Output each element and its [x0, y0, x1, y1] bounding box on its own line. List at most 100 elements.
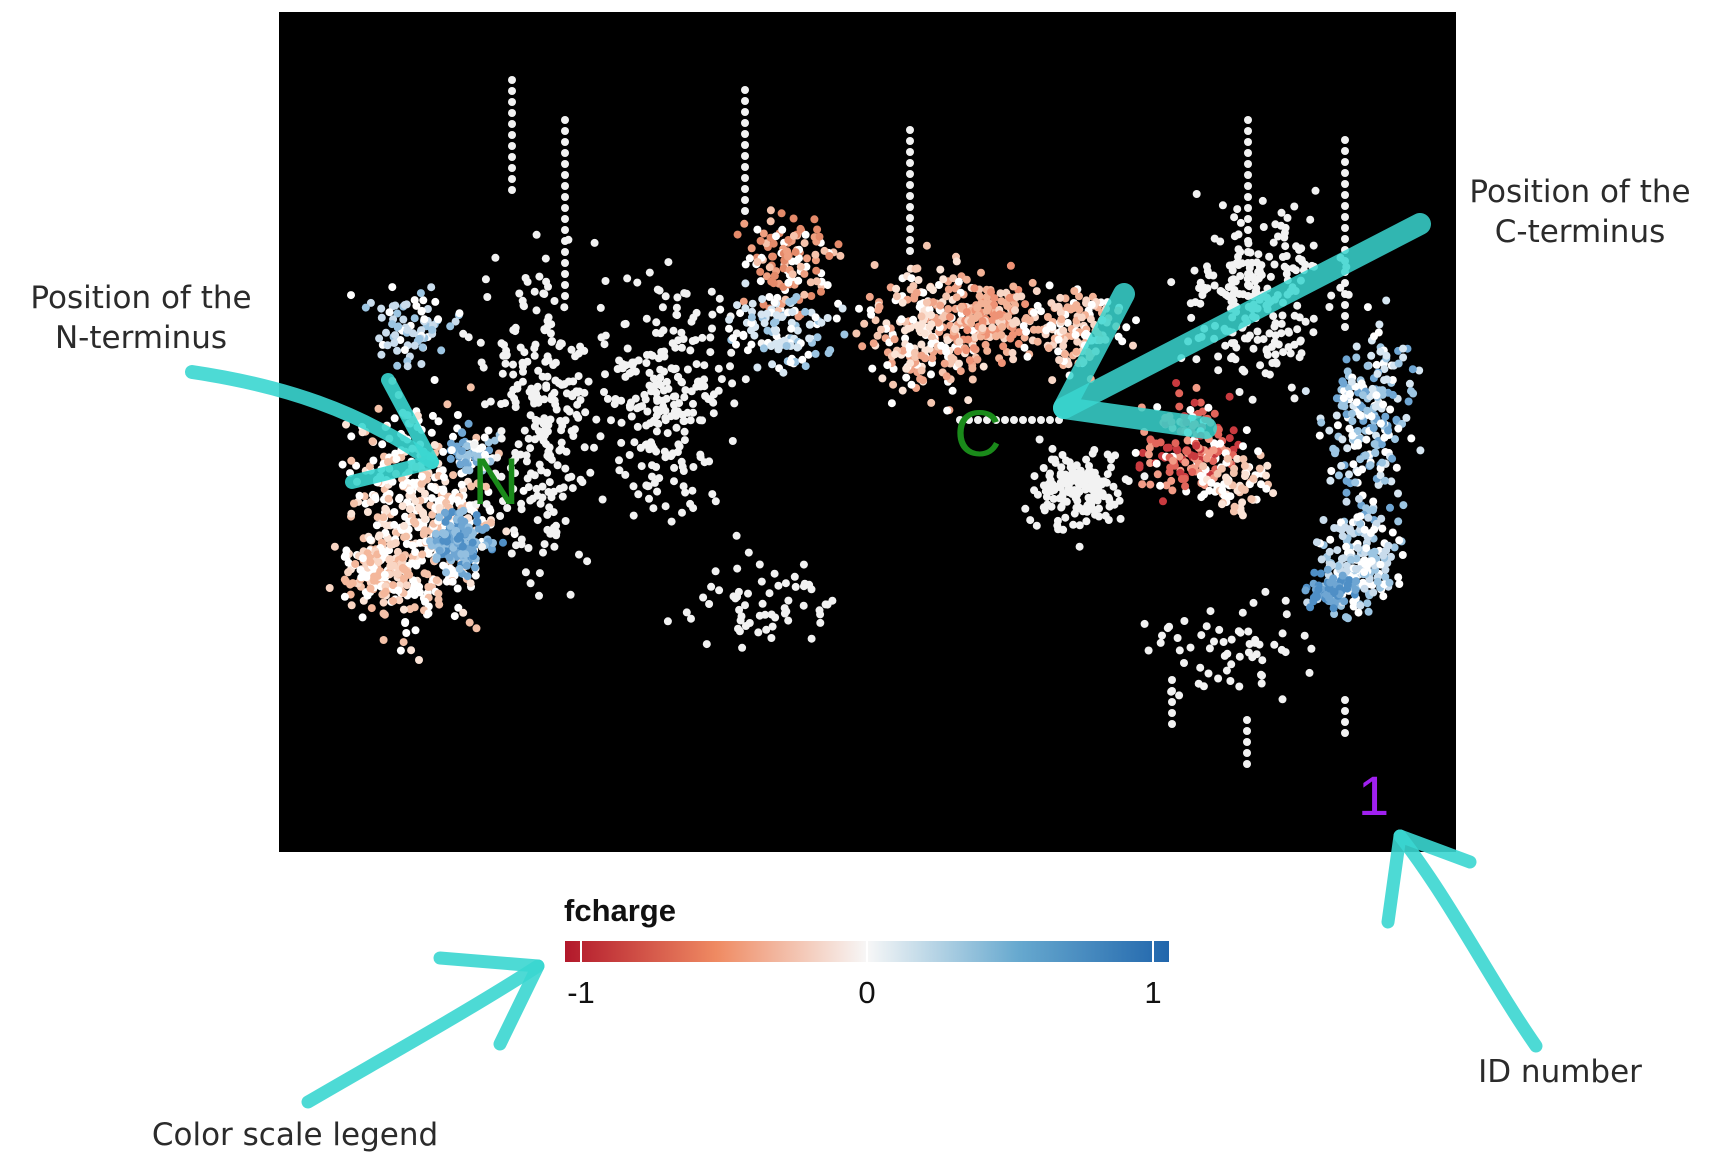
data-point: [399, 605, 408, 614]
data-point: [741, 601, 749, 610]
data-point: [800, 239, 809, 248]
data-point: [667, 452, 675, 461]
data-point: [399, 638, 408, 647]
data-point: [652, 318, 661, 327]
data-point: [1118, 337, 1127, 346]
data-point: [561, 292, 569, 300]
data-point: [522, 451, 531, 460]
data-point: [428, 510, 437, 519]
data-point: [1262, 484, 1271, 493]
data-point: [1035, 435, 1044, 444]
data-point: [1218, 500, 1226, 509]
data-point: [1351, 585, 1360, 594]
data-point: [628, 361, 637, 370]
data-point: [1207, 478, 1216, 487]
data-point: [1356, 411, 1365, 420]
data-point: [1385, 578, 1394, 587]
data-point: [461, 550, 470, 559]
data-point: [1075, 542, 1084, 551]
data-point: [996, 289, 1005, 298]
data-point: [1387, 477, 1396, 486]
data-point: [1339, 394, 1348, 403]
data-point: [1073, 337, 1082, 346]
data-point: [1210, 409, 1219, 418]
data-point: [1138, 480, 1147, 489]
data-point: [1402, 413, 1411, 422]
data-point: [667, 517, 676, 526]
data-point: [1277, 208, 1286, 217]
data-point: [1392, 463, 1401, 472]
data-point: [630, 438, 639, 447]
data-point: [1316, 569, 1325, 578]
data-point: [1054, 347, 1063, 356]
data-point: [768, 360, 777, 369]
data-point: [508, 76, 516, 84]
data-point: [1152, 459, 1161, 468]
data-point: [1353, 438, 1362, 447]
data-point: [1204, 669, 1213, 678]
data-point: [621, 470, 630, 479]
data-point: [449, 471, 458, 480]
data-point: [769, 252, 777, 261]
data-point: [1342, 355, 1351, 364]
data-point: [524, 483, 533, 492]
data-point: [658, 349, 667, 358]
data-point: [1230, 464, 1239, 473]
data-point: [747, 319, 756, 328]
data-point: [909, 315, 918, 324]
data-point: [1364, 513, 1373, 522]
data-point: [1341, 180, 1349, 188]
data-point: [1057, 463, 1066, 472]
data-point: [448, 577, 457, 586]
data-point: [653, 396, 662, 405]
data-point: [1190, 452, 1199, 461]
data-point: [772, 311, 781, 320]
data-point: [487, 518, 495, 527]
data-point: [662, 377, 671, 386]
data-point: [455, 532, 464, 541]
data-point: [810, 215, 819, 224]
data-point: [1009, 355, 1018, 364]
data-point: [392, 455, 401, 464]
data-point: [1235, 388, 1244, 396]
data-point: [567, 427, 576, 436]
data-point: [508, 98, 516, 106]
data-point: [811, 349, 820, 358]
data-point: [1245, 331, 1254, 340]
data-point: [471, 571, 480, 580]
data-point: [483, 293, 492, 301]
data-point: [1341, 290, 1349, 298]
data-point: [725, 315, 734, 324]
data-point: [736, 309, 745, 318]
data-point: [502, 527, 511, 536]
data-point: [506, 464, 515, 472]
data-point: [623, 344, 632, 353]
data-point: [1022, 327, 1031, 336]
data-point: [877, 325, 885, 334]
data-point: [1284, 343, 1293, 352]
data-point: [1280, 233, 1289, 242]
data-point: [1352, 342, 1361, 351]
data-point: [1104, 516, 1113, 524]
data-point: [973, 303, 982, 312]
data-point: [1229, 426, 1238, 435]
data-point: [817, 287, 825, 296]
data-point: [1043, 313, 1052, 321]
data-point: [424, 609, 433, 618]
data-point: [408, 587, 417, 596]
color-scale-annotation: Color scale legend: [151, 1117, 439, 1153]
data-point: [1341, 224, 1349, 232]
data-point: [1025, 316, 1034, 325]
data-point: [458, 428, 467, 437]
legend-title: fcharge: [564, 893, 676, 928]
data-point: [942, 292, 951, 301]
data-point: [1258, 656, 1267, 665]
data-point: [361, 303, 370, 312]
data-point: [1372, 391, 1381, 400]
data-point: [390, 508, 399, 516]
data-point: [1363, 599, 1372, 608]
data-point: [391, 539, 400, 548]
data-point: [1290, 394, 1299, 403]
data-point: [951, 325, 959, 333]
data-point: [1338, 571, 1347, 580]
